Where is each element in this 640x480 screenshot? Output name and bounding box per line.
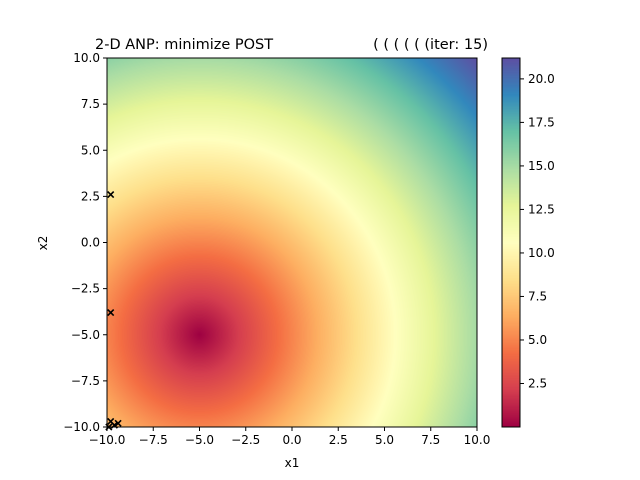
- x-tick-label: 10.0: [464, 433, 491, 447]
- x-tick-label: −7.5: [139, 433, 168, 447]
- x-marker: [107, 190, 115, 199]
- colorbar-ticks: 2.5 5.0 7.5 10.0 12.5 15.0 17.5 20.0: [520, 72, 555, 390]
- x-marker: [105, 423, 113, 431]
- colorbar-tick-label: 15.0: [528, 159, 555, 173]
- y-tick-label: −10.0: [63, 420, 100, 434]
- chart-title-iteration: ( ( ( ( ( (iter: 15): [373, 37, 488, 53]
- colorbar-gradient: [502, 58, 520, 427]
- colorbar: 2.5 5.0 7.5 10.0 12.5 15.0 17.5 20.0: [501, 57, 555, 428]
- y-tick-label: 10.0: [73, 51, 100, 65]
- x-tick-label: 5.0: [375, 433, 394, 447]
- x-axis: −10.0 −7.5 −5.0 −2.5 0.0 2.5 5.0 7.5 10.0: [89, 427, 491, 447]
- x-tick-label: −10.0: [89, 433, 126, 447]
- x-marker: [107, 309, 115, 317]
- colorbar-tick-label: 2.5: [528, 376, 547, 390]
- x-tick-label: −5.0: [185, 433, 214, 447]
- x-marker: [114, 419, 122, 427]
- chart-title: 2-D ANP: minimize POST: [95, 37, 273, 53]
- y-tick-label: −5.0: [71, 328, 100, 342]
- colorbar-tick-label: 20.0: [528, 72, 555, 86]
- heatmap-surface: [107, 58, 477, 427]
- x-tick-label: 2.5: [329, 433, 348, 447]
- colorbar-tick-label: 12.5: [528, 202, 555, 216]
- colorbar-tick-label: 10.0: [528, 246, 555, 260]
- colorbar-tick-label: 5.0: [528, 333, 547, 347]
- y-tick-label: −2.5: [71, 282, 100, 296]
- y-axis-label: x2: [36, 236, 50, 251]
- y-axis: −10.0 −7.5 −5.0 −2.5 0.0 2.5 5.0 7.5 10.0: [63, 51, 107, 434]
- y-tick-label: −7.5: [71, 374, 100, 388]
- y-tick-label: 0.0: [81, 236, 100, 250]
- colorbar-tick-label: 7.5: [528, 289, 547, 303]
- y-tick-label: 2.5: [81, 189, 100, 203]
- x-tick-label: −2.5: [231, 433, 260, 447]
- colorbar-tick-label: 17.5: [528, 115, 555, 129]
- y-tick-label: 5.0: [81, 143, 100, 157]
- colorbar-frame: [501, 57, 521, 428]
- x-marker: [110, 421, 118, 429]
- x-axis-label: x1: [285, 456, 300, 470]
- heatmap-area: [107, 58, 477, 427]
- y-tick-label: 7.5: [81, 97, 100, 111]
- x-tick-label: 7.5: [421, 433, 440, 447]
- sample-markers: [105, 190, 122, 431]
- x-tick-label: 0.0: [282, 433, 301, 447]
